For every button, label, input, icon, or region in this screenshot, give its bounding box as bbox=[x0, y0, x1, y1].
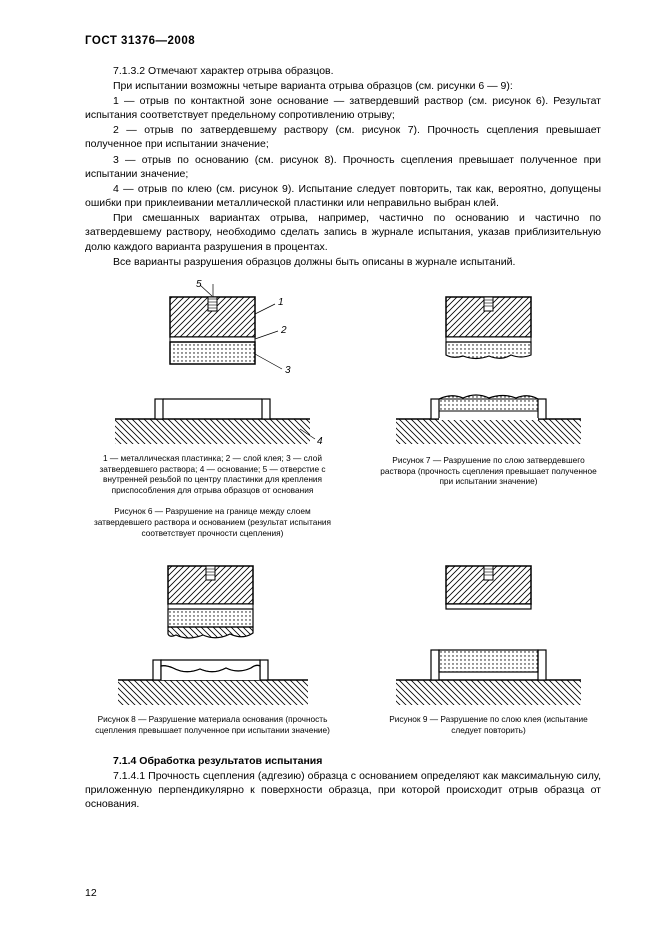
figure-9-svg bbox=[391, 558, 586, 708]
paragraph: При смешанных вариантах отрыва, например… bbox=[85, 211, 601, 254]
figure-7-svg bbox=[391, 279, 586, 449]
paragraph: 1 — отрыв по контактной зоне основание —… bbox=[85, 94, 601, 122]
figure-9: Рисунок 9 — Разрушение по слою клея (исп… bbox=[376, 558, 601, 736]
section-title-714: 7.1.4 Обработка результатов испытания bbox=[85, 754, 601, 768]
document-header: ГОСТ 31376—2008 bbox=[85, 34, 601, 50]
figure-6-caption: Рисунок 6 — Разрушение на границе между … bbox=[90, 506, 335, 538]
label-5: 5 bbox=[196, 279, 202, 290]
figure-8-caption: Рисунок 8 — Разрушение материала основан… bbox=[95, 714, 330, 736]
paragraph: 3 — отрыв по основанию (см. рисунок 8). … bbox=[85, 153, 601, 181]
label-2: 2 bbox=[280, 325, 287, 336]
figure-9-caption: Рисунок 9 — Разрушение по слою клея (исп… bbox=[379, 714, 599, 736]
figure-6-legend: 1 — металлическая пластинка; 2 — слой кл… bbox=[90, 453, 335, 496]
label-4: 4 bbox=[317, 436, 323, 447]
paragraph: Все варианты разрушения образцов должны … bbox=[85, 255, 601, 269]
paragraph: 4 — отрыв по клею (см. рисунок 9). Испыт… bbox=[85, 182, 601, 210]
figure-6-svg: 5 1 2 3 4 bbox=[100, 279, 325, 449]
figure-6: 5 1 2 3 4 1 — металлическа bbox=[85, 279, 340, 538]
figure-7-caption: Рисунок 7 — Разрушение по слою затвердев… bbox=[379, 455, 599, 487]
figure-row-1: 5 1 2 3 4 1 — металлическа bbox=[85, 279, 601, 538]
paragraph: 7.1.3.2 Отмечают характер отрыва образцо… bbox=[85, 64, 601, 78]
label-1: 1 bbox=[278, 297, 284, 308]
paragraph: 7.1.4.1 Прочность сцепления (адгезию) об… bbox=[85, 769, 601, 812]
figure-7: Рисунок 7 — Разрушение по слою затвердев… bbox=[376, 279, 601, 487]
page-number: 12 bbox=[85, 886, 97, 900]
paragraph: При испытании возможны четыре варианта о… bbox=[85, 79, 601, 93]
label-3: 3 bbox=[285, 365, 291, 376]
figure-8: Рисунок 8 — Разрушение материала основан… bbox=[85, 558, 340, 736]
figure-8-svg bbox=[108, 558, 318, 708]
figure-row-2: Рисунок 8 — Разрушение материала основан… bbox=[85, 558, 601, 736]
paragraph: 2 — отрыв по затвердевшему раствору (см.… bbox=[85, 123, 601, 151]
